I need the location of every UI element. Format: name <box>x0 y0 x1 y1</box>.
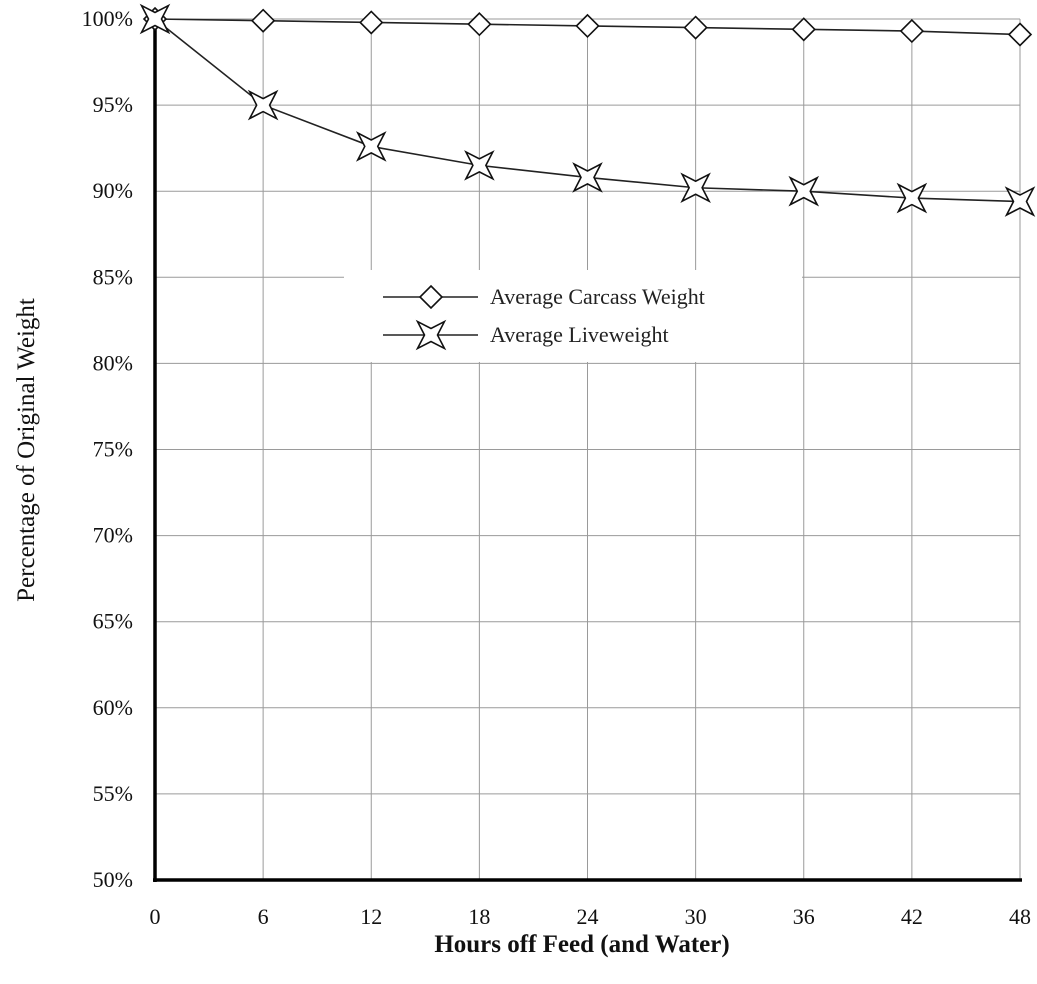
x-tick-label: 12 <box>360 904 382 929</box>
series-liveweight <box>139 3 1036 217</box>
data-point-star <box>355 131 387 162</box>
x-tick-label: 42 <box>901 904 923 929</box>
y-tick-label: 50% <box>93 867 133 892</box>
data-point-diamond <box>467 12 492 37</box>
data-point-diamond <box>359 10 384 35</box>
data-point-star <box>896 182 928 214</box>
legend-item: Average Liveweight <box>383 319 669 351</box>
y-tick-label: 60% <box>93 695 133 720</box>
data-point-diamond <box>250 8 276 33</box>
tick-labels: 50% 55% 60% 65% 70% 75% 80% 85% 90% 95% 100% 0 6 12 18… <box>82 6 1031 929</box>
y-tick-label: 80% <box>93 350 133 375</box>
legend-marker-diamond <box>418 284 444 310</box>
data-point-diamond <box>683 15 708 40</box>
data-point-diamond <box>1007 22 1033 47</box>
y-tick-label: 75% <box>93 437 133 462</box>
x-tick-label: 48 <box>1009 904 1031 929</box>
legend-label: Average Liveweight <box>490 322 669 347</box>
x-tick-label: 30 <box>685 904 707 929</box>
data-point-star <box>464 150 495 181</box>
x-tick-label: 0 <box>150 904 161 929</box>
x-tick-label: 24 <box>577 904 599 929</box>
x-tick-label: 6 <box>258 904 269 929</box>
legend-label: Average Carcass Weight <box>490 284 705 309</box>
data-point-diamond <box>575 13 600 39</box>
y-tick-label: 85% <box>93 264 133 289</box>
x-tick-label: 36 <box>793 904 815 929</box>
legend-item: Average Carcass Weight <box>383 284 705 310</box>
series <box>139 3 1036 217</box>
y-tick-label: 90% <box>93 178 133 203</box>
data-point-star <box>1004 186 1036 217</box>
axes <box>153 17 1022 882</box>
data-point-diamond <box>899 18 925 44</box>
data-point-star <box>139 3 171 35</box>
x-tick-label: 18 <box>468 904 490 929</box>
legend: Average Carcass Weight Average Liveweight <box>344 270 802 362</box>
y-tick-label: 65% <box>93 609 133 634</box>
legend-marker-star <box>415 319 447 351</box>
y-tick-label: 100% <box>82 6 133 31</box>
y-tick-label: 70% <box>93 523 133 548</box>
y-tick-label: 55% <box>93 781 133 806</box>
data-point-diamond <box>791 17 816 42</box>
data-point-star <box>572 162 603 193</box>
x-axis-label: Hours off Feed (and Water) <box>434 931 729 958</box>
data-point-star <box>247 89 279 121</box>
data-point-star <box>680 172 711 204</box>
data-point-star <box>788 175 820 207</box>
y-tick-label: 95% <box>93 92 133 117</box>
grid-lines <box>155 18 1021 880</box>
y-axis-label: Percentage of Original Weight <box>13 298 40 602</box>
